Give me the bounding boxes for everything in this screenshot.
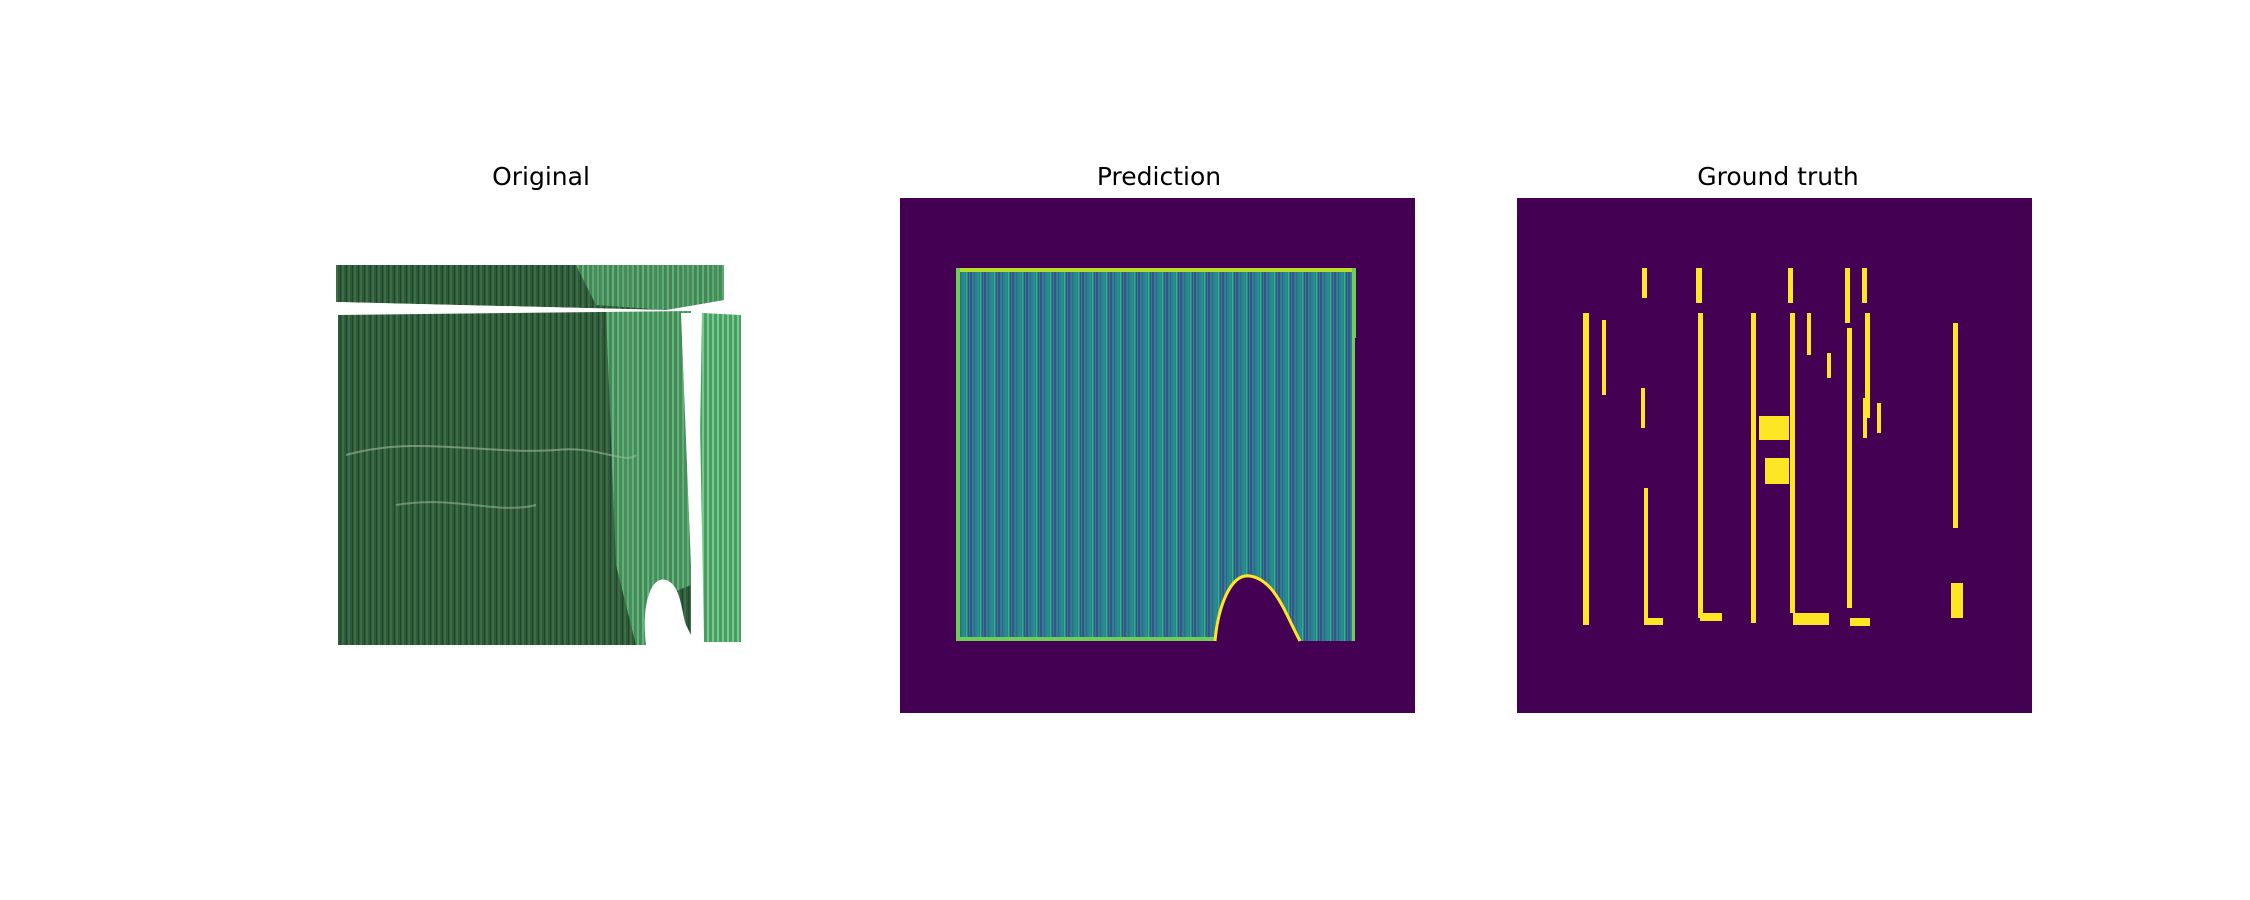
- panel-title-original: Original: [492, 162, 590, 191]
- panel-title-prediction: Prediction: [1096, 162, 1222, 191]
- panel-title-ground-truth: Ground truth: [1697, 162, 1859, 191]
- prediction-image-svg: [900, 198, 1415, 713]
- ground-truth-image-svg: [1517, 198, 2032, 713]
- original-image-svg: [336, 265, 741, 645]
- prediction-image: [900, 198, 1415, 713]
- original-image: [336, 265, 746, 645]
- ground-truth-image: [1517, 198, 2032, 713]
